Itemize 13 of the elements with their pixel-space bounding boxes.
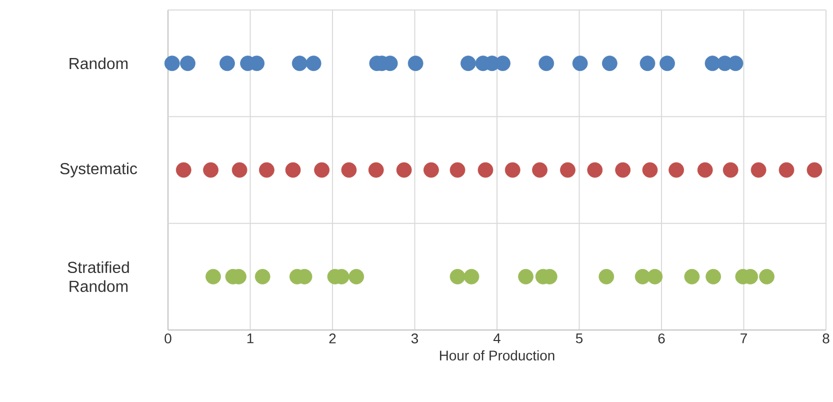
y-tick-label: Stratified Random bbox=[68, 261, 129, 292]
x-tick-label: 1 bbox=[247, 334, 254, 344]
x-axis-title: Hour of Production bbox=[440, 350, 554, 360]
y-tick-label: Systematic bbox=[60, 162, 138, 178]
y-tick-label: Random bbox=[70, 57, 128, 70]
x-tick-label: 7 bbox=[740, 334, 747, 344]
x-tick-label: 2 bbox=[329, 334, 336, 344]
x-tick-label: 5 bbox=[576, 334, 583, 344]
x-tick-label: 3 bbox=[411, 334, 418, 344]
x-tick-label: 0 bbox=[164, 334, 172, 344]
x-tick-label: 4 bbox=[493, 334, 500, 344]
x-tick-label: 6 bbox=[658, 334, 665, 344]
x-tick-label: 8 bbox=[822, 334, 830, 344]
